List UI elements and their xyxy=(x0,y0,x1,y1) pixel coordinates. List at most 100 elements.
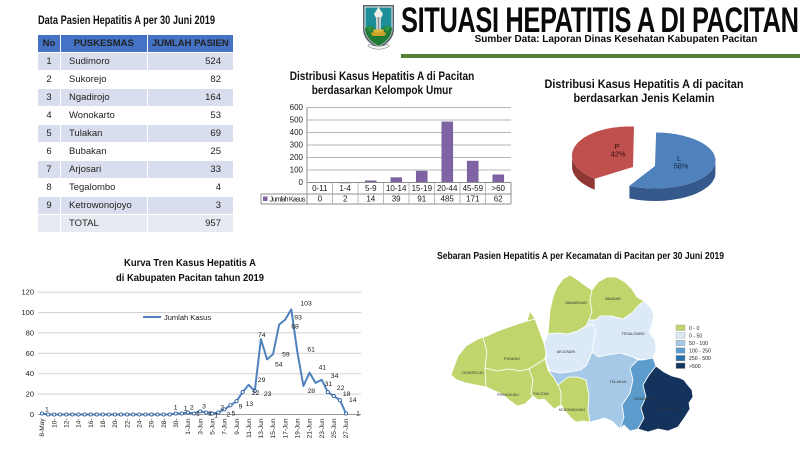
svg-text:20: 20 xyxy=(26,390,34,399)
svg-text:KEBONAGUNG: KEBONAGUNG xyxy=(559,408,586,412)
svg-text:22: 22 xyxy=(252,390,260,397)
svg-text:15-19: 15-19 xyxy=(412,184,433,193)
svg-text:18-: 18- xyxy=(100,419,107,428)
svg-text:88: 88 xyxy=(291,324,299,331)
svg-text:600: 600 xyxy=(290,103,304,112)
svg-text:62: 62 xyxy=(494,195,503,204)
svg-text:Jumlah Kasus: Jumlah Kasus xyxy=(270,195,306,204)
svg-text:12-: 12- xyxy=(64,419,71,428)
svg-text:2: 2 xyxy=(220,405,224,412)
svg-text:15-Jun: 15-Jun xyxy=(270,418,277,438)
svg-text:400: 400 xyxy=(290,128,304,137)
svg-text:NGADIROJO: NGADIROJO xyxy=(634,397,656,401)
svg-text:91: 91 xyxy=(417,195,426,204)
svg-text:41: 41 xyxy=(319,365,327,372)
svg-text:10-: 10- xyxy=(51,419,58,428)
svg-text:13-Jun: 13-Jun xyxy=(258,418,265,438)
svg-text:0: 0 xyxy=(318,195,323,204)
svg-text:200: 200 xyxy=(290,153,304,162)
svg-text:24-: 24- xyxy=(137,419,144,428)
svg-text:2: 2 xyxy=(208,411,212,418)
svg-text:5-9: 5-9 xyxy=(365,184,377,193)
svg-text:29: 29 xyxy=(258,377,266,384)
svg-text:250 - 500: 250 - 500 xyxy=(689,356,711,362)
svg-text:42%: 42% xyxy=(611,150,626,159)
svg-text:PACITAN: PACITAN xyxy=(533,392,549,396)
svg-text:0: 0 xyxy=(299,178,304,187)
svg-text:26-: 26- xyxy=(149,419,156,428)
svg-text:13: 13 xyxy=(246,401,254,408)
svg-text:0 - 0: 0 - 0 xyxy=(689,326,699,332)
svg-text:PUNUNG: PUNUNG xyxy=(504,357,520,361)
svg-text:80: 80 xyxy=(26,328,34,337)
svg-text:1-4: 1-4 xyxy=(339,184,351,193)
svg-text:7-Jun: 7-Jun xyxy=(222,418,229,435)
svg-text:61: 61 xyxy=(307,346,315,353)
svg-text:120: 120 xyxy=(21,288,34,297)
svg-text:5-Jun: 5-Jun xyxy=(209,418,216,435)
svg-text:17-Jun: 17-Jun xyxy=(282,418,289,438)
svg-text:1-Jun: 1-Jun xyxy=(185,418,192,435)
svg-text:485: 485 xyxy=(441,195,455,204)
svg-text:1: 1 xyxy=(356,411,360,418)
svg-text:74: 74 xyxy=(258,332,266,339)
svg-text:14-: 14- xyxy=(76,419,83,428)
svg-text:1: 1 xyxy=(45,407,49,414)
svg-text:100 - 250: 100 - 250 xyxy=(689,349,711,355)
svg-text:103: 103 xyxy=(300,300,312,307)
svg-text:54: 54 xyxy=(275,361,283,368)
svg-text:59: 59 xyxy=(282,351,290,358)
svg-text:40: 40 xyxy=(26,369,34,378)
svg-text:1: 1 xyxy=(174,405,178,412)
svg-text:171: 171 xyxy=(466,195,480,204)
svg-text:1: 1 xyxy=(184,406,188,413)
svg-text:9-Jun: 9-Jun xyxy=(234,418,241,435)
svg-text:21-Jun: 21-Jun xyxy=(307,418,314,438)
svg-text:2: 2 xyxy=(190,405,194,412)
svg-text:3: 3 xyxy=(202,403,206,410)
svg-text:22-: 22- xyxy=(124,419,131,428)
svg-text:18: 18 xyxy=(343,391,351,398)
svg-text:28-: 28- xyxy=(161,419,168,428)
svg-text:TEGALOMBO: TEGALOMBO xyxy=(621,332,644,336)
svg-text:SUDIMORO: SUDIMORO xyxy=(657,407,677,411)
svg-text:1: 1 xyxy=(214,413,218,420)
svg-text:11-Jun: 11-Jun xyxy=(246,418,253,438)
svg-text:>500: >500 xyxy=(689,364,701,370)
svg-text:NAWANGAN: NAWANGAN xyxy=(565,301,587,305)
svg-text:30-: 30- xyxy=(173,419,180,428)
svg-text:27-Jun: 27-Jun xyxy=(343,418,350,438)
svg-text:34: 34 xyxy=(331,373,339,380)
svg-text:2: 2 xyxy=(343,195,348,204)
svg-text:25-Jun: 25-Jun xyxy=(331,418,338,438)
svg-text:20-44: 20-44 xyxy=(437,184,458,193)
svg-text:PRINGKUKU: PRINGKUKU xyxy=(497,393,519,397)
svg-text:20-: 20- xyxy=(112,419,119,428)
svg-text:DONOROJO: DONOROJO xyxy=(462,371,483,375)
svg-text:0: 0 xyxy=(30,410,34,419)
svg-text:19-Jun: 19-Jun xyxy=(295,418,302,438)
svg-text:0 - 50: 0 - 50 xyxy=(689,333,702,339)
svg-text:39: 39 xyxy=(392,195,401,204)
svg-text:100: 100 xyxy=(21,308,34,317)
svg-text:1: 1 xyxy=(196,411,200,418)
svg-text:0-11: 0-11 xyxy=(312,184,328,193)
svg-text:9: 9 xyxy=(239,403,243,410)
svg-text:8-May: 8-May xyxy=(39,418,46,437)
svg-text:58%: 58% xyxy=(674,162,689,171)
svg-text:3-Jun: 3-Jun xyxy=(197,418,204,435)
svg-text:28: 28 xyxy=(308,388,316,395)
svg-text:2: 2 xyxy=(226,412,230,419)
svg-text:31: 31 xyxy=(325,381,333,388)
svg-text:BANDAR: BANDAR xyxy=(605,297,621,301)
svg-text:Jumlah Kasus: Jumlah Kasus xyxy=(164,313,211,322)
svg-text:50 - 100: 50 - 100 xyxy=(689,341,708,347)
svg-text:100: 100 xyxy=(290,166,304,175)
svg-text:500: 500 xyxy=(290,116,304,125)
svg-text:16-: 16- xyxy=(88,419,95,428)
svg-text:300: 300 xyxy=(290,141,304,150)
svg-text:23: 23 xyxy=(264,391,272,398)
svg-text:93: 93 xyxy=(294,315,302,322)
svg-text:TULAKAN: TULAKAN xyxy=(609,380,626,384)
svg-text:14: 14 xyxy=(349,397,357,404)
